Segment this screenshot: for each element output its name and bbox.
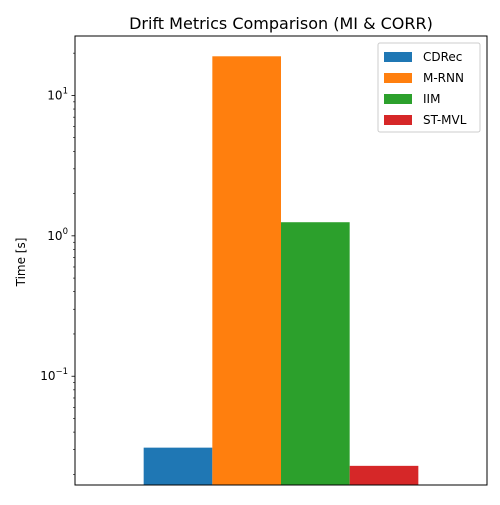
legend-box bbox=[377, 42, 481, 133]
bars-group bbox=[143, 56, 419, 486]
y-tick-label: 101 bbox=[47, 86, 68, 102]
y-tick-label: 10−1 bbox=[40, 367, 68, 383]
legend-label: ST-MVL bbox=[423, 113, 467, 127]
legend-swatch bbox=[384, 73, 412, 83]
legend: CDRec M-RNN IIM ST-MVL bbox=[377, 42, 481, 133]
legend-swatch bbox=[384, 115, 412, 125]
y-ticks-group: 10−1 100 101 bbox=[40, 52, 75, 475]
bar-st-mvl bbox=[349, 465, 419, 485]
y-tick-label: 100 bbox=[47, 227, 68, 243]
legend-swatch bbox=[384, 52, 412, 62]
bar-iim bbox=[281, 222, 350, 486]
legend-label: IIM bbox=[423, 92, 440, 106]
plot-frame bbox=[74, 35, 488, 486]
bar-cdrec bbox=[143, 447, 213, 485]
legend-label: CDRec bbox=[423, 50, 462, 64]
legend-label: M-RNN bbox=[423, 71, 464, 85]
bar-m-rnn bbox=[212, 56, 281, 485]
chart-title: Drift Metrics Comparison (MI & CORR) bbox=[129, 14, 433, 33]
legend-swatch bbox=[384, 94, 412, 104]
y-axis-label: Time [s] bbox=[14, 238, 28, 288]
